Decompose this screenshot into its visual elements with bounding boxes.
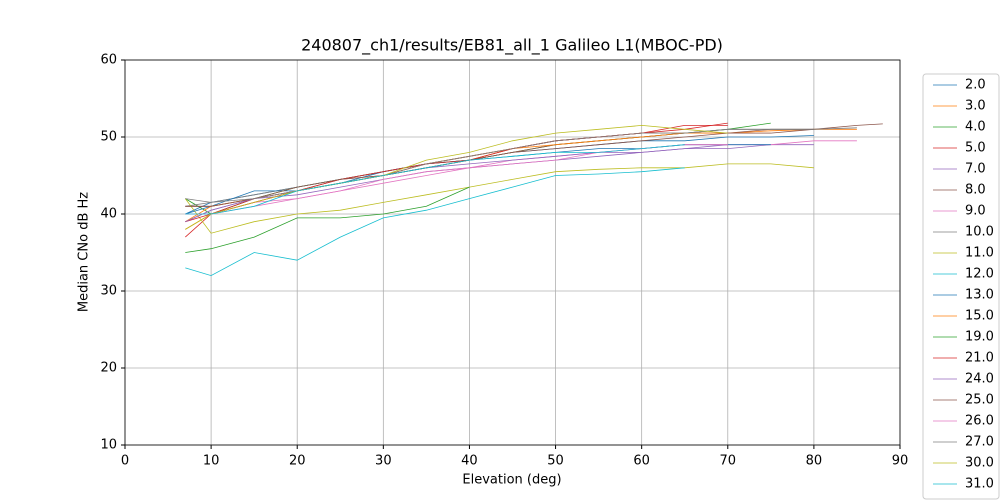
legend-label: 7.0: [965, 162, 986, 177]
x-axis-label: Elevation (deg): [462, 473, 561, 488]
y-tick-label: 30: [100, 284, 117, 299]
series-line: [185, 186, 470, 253]
legend-label: 24.0: [965, 372, 994, 387]
series-line: [184, 163, 814, 234]
series-line: [185, 128, 814, 207]
y-tick-label: 50: [100, 130, 117, 145]
legend-box: [922, 73, 1000, 500]
series-line: [185, 144, 685, 215]
series-line: [185, 144, 814, 223]
x-tick-label: 50: [547, 454, 564, 469]
legend-label: 13.0: [965, 288, 994, 303]
x-tick-label: 10: [203, 454, 220, 469]
legend-label: 15.0: [965, 309, 994, 324]
y-tick-label: 60: [100, 53, 117, 68]
legend-label: 8.0: [965, 183, 986, 198]
series-line: [185, 123, 883, 207]
plot-frame: [124, 59, 901, 446]
series-line: [185, 124, 728, 230]
legend-label: 3.0: [965, 99, 986, 114]
x-tick-label: 90: [892, 454, 909, 469]
legend-label: 2.0: [965, 78, 986, 93]
x-tick-label: 0: [121, 454, 129, 469]
x-tick-label: 30: [375, 454, 392, 469]
legend-label: 4.0: [965, 120, 986, 135]
x-tick-label: 20: [289, 454, 306, 469]
legend-label: 30.0: [965, 456, 994, 471]
legend-label: 31.0: [965, 477, 994, 492]
x-tick-label: 60: [633, 454, 650, 469]
series-line: [185, 122, 728, 223]
series-line: [185, 125, 728, 238]
series-line: [185, 135, 814, 215]
legend-label: 12.0: [965, 267, 994, 282]
legend-label: 21.0: [965, 351, 994, 366]
chart-title: 240807_ch1/results/EB81_all_1 Galileo L1…: [301, 36, 723, 56]
y-tick-label: 40: [100, 207, 117, 222]
legend-label: 5.0: [965, 141, 986, 156]
x-tick-label: 80: [806, 454, 823, 469]
y-tick-label: 10: [100, 438, 117, 453]
y-tick-label: 20: [100, 361, 117, 376]
legend-label: 9.0: [965, 204, 986, 219]
series-line: [185, 167, 685, 277]
x-tick-label: 40: [461, 454, 478, 469]
legend-label: 19.0: [965, 330, 994, 345]
legend-label: 11.0: [965, 246, 994, 261]
x-tick-label: 70: [720, 454, 737, 469]
legend-label: 25.0: [965, 393, 994, 408]
legend-label: 27.0: [965, 435, 994, 450]
legend-label: 10.0: [965, 225, 994, 240]
series-line: [185, 132, 771, 223]
y-axis-label: Median CNo dB Hz: [77, 192, 92, 312]
series-line: [185, 144, 728, 223]
legend-label: 26.0: [965, 414, 994, 429]
